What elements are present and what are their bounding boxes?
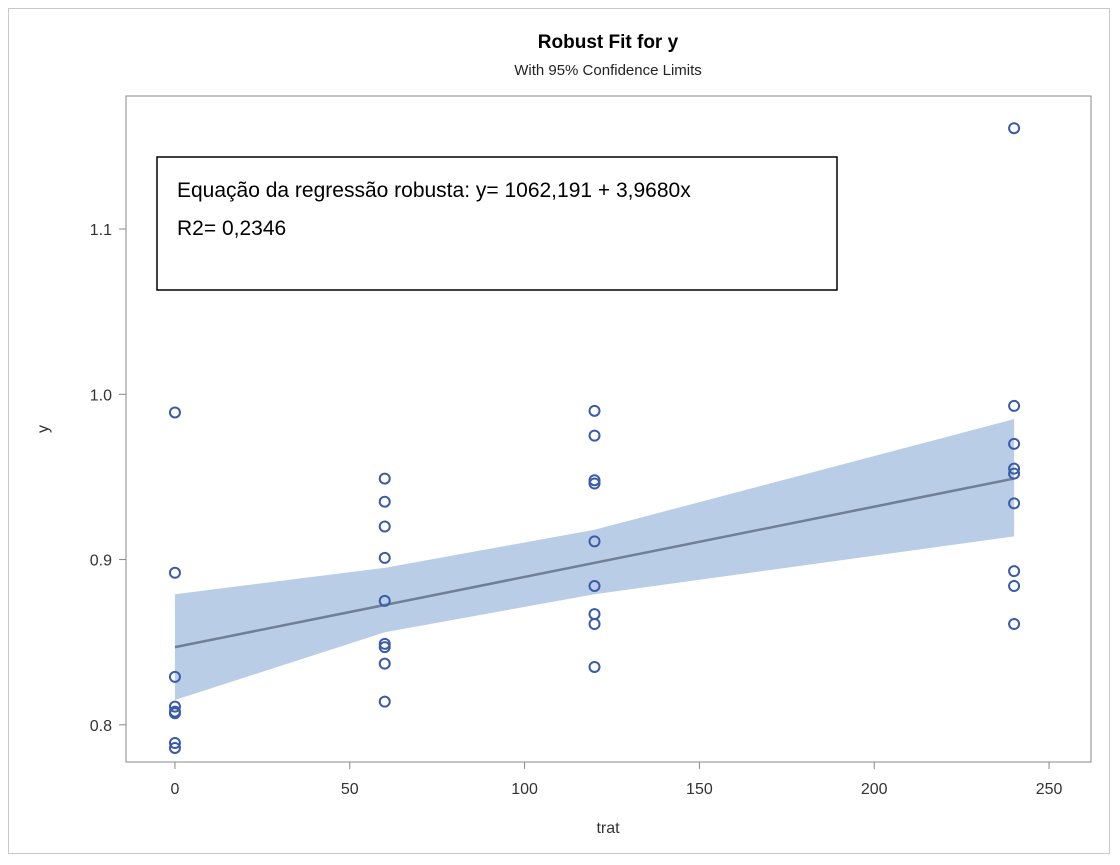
data-point <box>168 741 181 754</box>
data-point <box>1008 122 1021 135</box>
data-point <box>378 594 391 607</box>
data-point <box>588 579 601 592</box>
chart-subtitle: With 95% Confidence Limits <box>514 62 702 79</box>
data-point <box>168 707 181 720</box>
data-point <box>1008 579 1021 592</box>
chart-title: Robust Fit for y <box>538 32 679 53</box>
y-tick-label: 0.9 <box>90 553 112 570</box>
data-point <box>1008 467 1021 480</box>
x-tick-label: 150 <box>686 781 713 798</box>
fit-line-layer <box>174 477 1015 649</box>
x-axis-label: trat <box>596 820 620 837</box>
y-axis-ticks: 0.8 0.9 1.0 1.1 <box>90 222 126 735</box>
x-tick-label: 200 <box>861 781 888 798</box>
y-axis-label: y <box>35 425 52 433</box>
x-tick-label: 50 <box>341 781 359 798</box>
data-point <box>378 472 391 485</box>
y-tick-label: 1.0 <box>90 387 112 404</box>
data-point <box>378 641 391 654</box>
data-point <box>1008 437 1021 450</box>
data-point <box>588 477 601 490</box>
data-point <box>378 695 391 708</box>
x-axis-ticks: 0 50 100 150 200 250 <box>170 762 1062 798</box>
x-tick-label: 250 <box>1036 781 1063 798</box>
data-point <box>168 700 181 713</box>
data-point <box>1008 399 1021 412</box>
data-point <box>1008 497 1021 510</box>
confidence-band-layer <box>174 419 1015 701</box>
annotation-box <box>156 156 838 291</box>
y-tick-label: 1.1 <box>90 222 112 239</box>
data-point <box>588 429 601 442</box>
data-point <box>1008 618 1021 631</box>
data-point <box>168 406 181 419</box>
data-point <box>588 618 601 631</box>
annotation-r2: R2= 0,2346 <box>177 217 286 240</box>
x-tick-label: 100 <box>511 781 538 798</box>
x-tick-label: 0 <box>170 781 179 798</box>
data-point <box>378 520 391 533</box>
data-point <box>588 404 601 417</box>
scatter-points-layer <box>168 122 1021 754</box>
data-point <box>1008 565 1021 578</box>
annotation-equation: Equação da regressão robusta: y= 1062,19… <box>177 179 691 202</box>
data-point <box>588 535 601 548</box>
fit-line <box>174 477 1015 649</box>
data-point <box>378 551 391 564</box>
data-point <box>1008 462 1021 475</box>
equation-annotation: Equação da regressão robusta: y= 1062,19… <box>156 156 838 291</box>
data-point <box>168 566 181 579</box>
y-tick-label: 0.8 <box>90 718 112 735</box>
data-point <box>588 660 601 673</box>
chart-frame <box>8 8 1110 854</box>
data-point <box>168 736 181 749</box>
data-point <box>378 657 391 670</box>
data-point <box>378 495 391 508</box>
data-point <box>168 670 181 683</box>
confidence-band <box>174 419 1015 701</box>
